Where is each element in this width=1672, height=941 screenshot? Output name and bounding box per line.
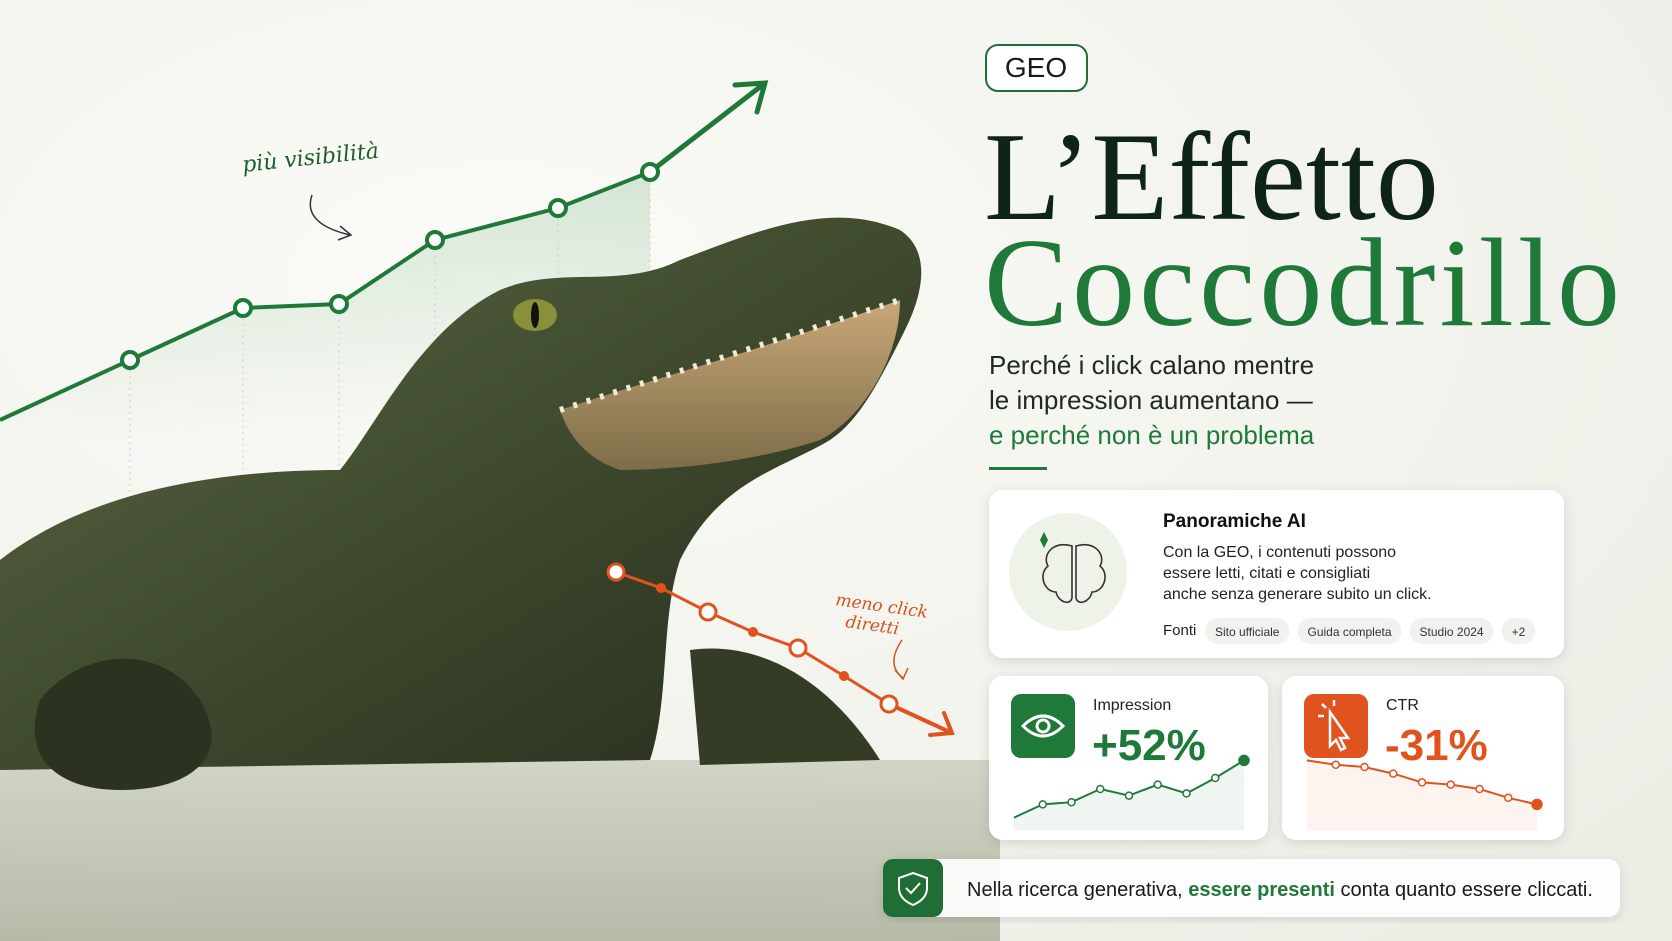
title: Coccodrillo — [984, 214, 1620, 353]
annotation-arrow — [893, 639, 909, 681]
card-body: Con la GEO, i contenuti possono — [1163, 544, 1396, 561]
chip-bg — [1501, 618, 1536, 644]
chip: +2 — [1501, 618, 1536, 644]
spark-point — [1446, 780, 1455, 789]
chip-bg — [1205, 618, 1290, 644]
spark-area — [1307, 760, 1537, 830]
decline-point — [748, 627, 758, 637]
chip-text: Guida completa — [1307, 625, 1391, 639]
metric-icon — [1304, 694, 1368, 758]
chip: Guida completa — [1297, 618, 1402, 644]
card-body: essere letti, citati e consigliati — [1163, 565, 1370, 582]
footer-text: Nella ricerca generativa, essere present… — [967, 879, 1593, 901]
spark-point — [1417, 778, 1427, 787]
decline-point — [788, 638, 808, 658]
subtitle: e perché non è un problema — [989, 420, 1315, 450]
spark-point — [1331, 760, 1340, 770]
chip-text: +2 — [1512, 625, 1526, 639]
spark-point — [1238, 754, 1250, 767]
badge — [985, 44, 1088, 92]
chip-text: Studio 2024 — [1420, 625, 1484, 639]
sources-label: Fonti — [1163, 622, 1196, 639]
subtitle: le impression aumentano — — [989, 385, 1313, 415]
chip: Studio 2024 — [1409, 618, 1494, 644]
chip-text: Sito ufficiale — [1215, 625, 1280, 639]
spark-point — [1211, 773, 1220, 783]
spark-point — [1475, 784, 1484, 794]
spark-point — [1067, 797, 1076, 807]
card — [989, 490, 1564, 658]
spark-point — [1389, 769, 1398, 778]
spark-point — [1096, 784, 1105, 794]
growth-point — [548, 198, 568, 218]
metric-label: Impression — [1093, 697, 1171, 714]
growth-point — [425, 230, 445, 250]
growth-point — [233, 298, 253, 318]
spark-point — [1038, 800, 1047, 809]
footer-text-part: Nella ricerca generativa, — [967, 879, 1183, 901]
metric-value: +52% — [1092, 721, 1206, 770]
metric-label: CTR — [1386, 697, 1419, 714]
cursor-icon — [1318, 700, 1351, 752]
spark-point — [1360, 762, 1369, 772]
badge-text: GEO — [1005, 52, 1067, 83]
footer-text-part: conta quanto essere cliccati. — [1341, 879, 1593, 901]
growth-arrow — [647, 80, 769, 175]
rule — [989, 467, 1047, 470]
shield-bg — [883, 859, 943, 917]
shield-icon — [898, 871, 928, 907]
spark-point — [1531, 798, 1543, 811]
icon-bg — [1009, 513, 1127, 631]
chip: Sito ufficiale — [1205, 618, 1290, 644]
annotation-arrow — [309, 194, 353, 241]
spark-point — [1153, 780, 1162, 789]
footer-bar — [883, 859, 1620, 917]
crocodile — [0, 217, 1000, 941]
card-body: anche senza generare subito un click. — [1163, 586, 1432, 603]
spark-point — [1504, 793, 1513, 803]
decline-point — [606, 562, 626, 582]
decline-point — [698, 602, 718, 622]
trend-overlay — [606, 562, 955, 737]
growth-point — [120, 350, 140, 370]
growth-point — [640, 162, 660, 182]
decline-arrow — [887, 702, 955, 737]
metric-value: -31% — [1385, 721, 1488, 770]
subtitle: Perché i click calano mentre — [989, 350, 1314, 380]
growth-point — [329, 294, 349, 314]
decline-point — [839, 671, 849, 681]
spark-area — [1014, 760, 1244, 830]
title: L’Effetto — [984, 108, 1439, 247]
footer-highlight: essere presenti — [1188, 879, 1335, 901]
chip-bg — [1409, 618, 1494, 644]
chip-bg — [1297, 618, 1402, 644]
spark-point — [1124, 791, 1134, 800]
card-title: Panoramiche AI — [1163, 511, 1306, 532]
eye-icon — [1020, 714, 1066, 738]
decline-point — [879, 694, 899, 714]
metric-icon — [1011, 694, 1075, 758]
brain-icon — [1040, 532, 1106, 604]
spark-point — [1182, 789, 1191, 798]
decline-point — [656, 583, 666, 593]
